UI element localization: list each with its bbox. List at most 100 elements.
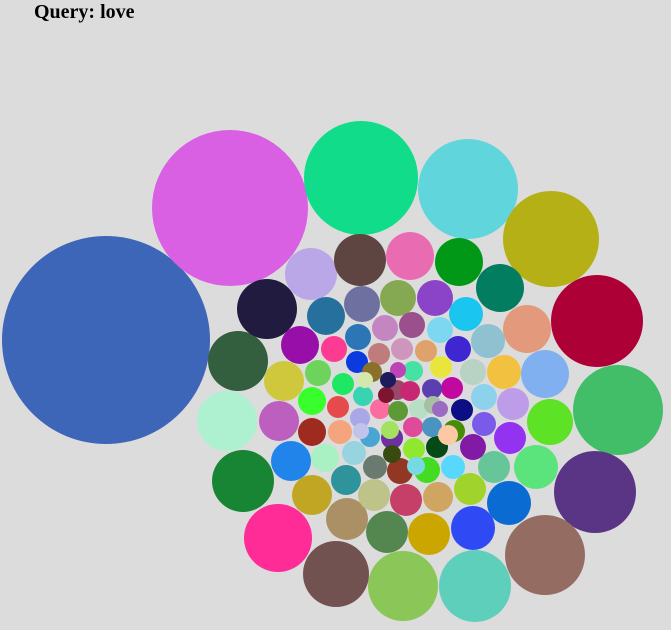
bubble-19[interactable] — [334, 234, 386, 286]
bubble-15[interactable] — [197, 391, 257, 451]
bubble-56[interactable] — [321, 336, 347, 362]
bubble-30[interactable] — [366, 511, 408, 553]
bubble-75[interactable] — [368, 343, 390, 365]
bubble-69[interactable] — [363, 455, 387, 479]
bubble-59[interactable] — [399, 312, 425, 338]
bubble-100[interactable] — [380, 372, 396, 388]
bubble-68[interactable] — [387, 458, 413, 484]
bubble-45[interactable] — [494, 422, 526, 454]
bubble-70[interactable] — [342, 441, 366, 465]
bubble-37[interactable] — [307, 297, 345, 335]
bubble-101[interactable] — [383, 445, 401, 463]
bubble-73[interactable] — [332, 373, 354, 395]
bubble-77[interactable] — [415, 340, 437, 362]
bubble-51[interactable] — [331, 465, 361, 495]
bubble-6[interactable] — [551, 275, 643, 367]
bubble-27[interactable] — [487, 481, 531, 525]
bubble-83[interactable] — [403, 438, 425, 460]
bubble-90[interactable] — [403, 361, 423, 381]
bubble-17[interactable] — [237, 279, 297, 339]
bubble-9[interactable] — [505, 515, 585, 595]
bubble-10[interactable] — [439, 550, 511, 622]
bubble-72[interactable] — [327, 396, 349, 418]
bubble-71[interactable] — [328, 420, 352, 444]
bubble-88[interactable] — [370, 399, 390, 419]
bubble-85[interactable] — [353, 386, 373, 406]
bubble-106[interactable] — [432, 401, 448, 417]
bubble-31[interactable] — [326, 498, 368, 540]
bubble-80[interactable] — [451, 399, 473, 421]
bubble-63[interactable] — [471, 384, 497, 410]
bubble-52[interactable] — [311, 444, 339, 472]
bubble-58[interactable] — [372, 315, 398, 341]
bubble-21[interactable] — [435, 238, 483, 286]
bubble-57[interactable] — [345, 324, 371, 350]
bubble-32[interactable] — [292, 475, 332, 515]
bubble-94[interactable] — [403, 417, 423, 437]
bubble-103[interactable] — [407, 457, 425, 475]
bubble-33[interactable] — [271, 441, 311, 481]
bubble-2[interactable] — [152, 130, 308, 286]
bubble-48[interactable] — [423, 482, 453, 512]
bubble-50[interactable] — [358, 479, 390, 511]
bubble-96[interactable] — [422, 379, 442, 399]
bubble-7[interactable] — [573, 365, 663, 455]
bubble-65[interactable] — [460, 434, 486, 460]
bubble-60[interactable] — [427, 317, 453, 343]
bubble-49[interactable] — [390, 484, 422, 516]
bubble-76[interactable] — [391, 338, 413, 360]
bubble-14[interactable] — [212, 450, 274, 512]
bubble-66[interactable] — [441, 455, 465, 479]
bubble-47[interactable] — [454, 473, 486, 505]
bubble-64[interactable] — [472, 412, 496, 436]
bubble-11[interactable] — [368, 551, 438, 621]
bubble-18[interactable] — [285, 248, 337, 300]
bubble-25[interactable] — [527, 399, 573, 445]
bubble-3[interactable] — [304, 121, 418, 235]
bubble-46[interactable] — [478, 451, 510, 483]
bubble-54[interactable] — [298, 387, 326, 415]
bubble-91[interactable] — [400, 381, 420, 401]
bubble-92[interactable] — [409, 399, 429, 419]
bubble-74[interactable] — [346, 351, 368, 373]
bubble-4[interactable] — [418, 139, 518, 239]
bubble-97[interactable] — [390, 362, 406, 378]
bubble-38[interactable] — [344, 286, 380, 322]
bubble-98[interactable] — [378, 387, 394, 403]
bubble-35[interactable] — [264, 361, 304, 401]
bubble-34[interactable] — [259, 401, 299, 441]
bubble-108[interactable] — [353, 423, 369, 439]
bubble-23[interactable] — [503, 305, 551, 353]
bubble-20[interactable] — [386, 232, 434, 280]
bubble-41[interactable] — [449, 297, 483, 331]
bubble-86[interactable] — [350, 408, 370, 428]
bubble-40[interactable] — [417, 280, 453, 316]
bubble-107[interactable] — [381, 421, 399, 439]
bubble-55[interactable] — [305, 360, 331, 386]
bubble-12[interactable] — [303, 541, 369, 607]
bubble-61[interactable] — [445, 336, 471, 362]
bubble-22[interactable] — [476, 264, 524, 312]
bubble-43[interactable] — [487, 355, 521, 389]
bubble-42[interactable] — [471, 324, 505, 358]
bubble-13[interactable] — [244, 504, 312, 572]
bubble-62[interactable] — [460, 359, 486, 385]
bubble-28[interactable] — [451, 506, 495, 550]
bubble-29[interactable] — [408, 513, 450, 555]
bubble-95[interactable] — [422, 417, 442, 437]
bubble-53[interactable] — [298, 418, 326, 446]
bubble-44[interactable] — [497, 388, 529, 420]
bubble-39[interactable] — [380, 280, 416, 316]
bubble-104[interactable] — [438, 425, 458, 445]
bubble-99[interactable] — [357, 372, 373, 388]
bubble-8[interactable] — [554, 451, 636, 533]
bubble-93[interactable] — [388, 401, 408, 421]
bubble-78[interactable] — [430, 356, 452, 378]
bubble-36[interactable] — [281, 326, 319, 364]
bubble-24[interactable] — [521, 350, 569, 398]
bubble-16[interactable] — [208, 331, 268, 391]
bubble-1[interactable] — [2, 236, 210, 444]
bubble-5[interactable] — [503, 191, 599, 287]
bubble-79[interactable] — [441, 377, 463, 399]
bubble-26[interactable] — [514, 445, 558, 489]
